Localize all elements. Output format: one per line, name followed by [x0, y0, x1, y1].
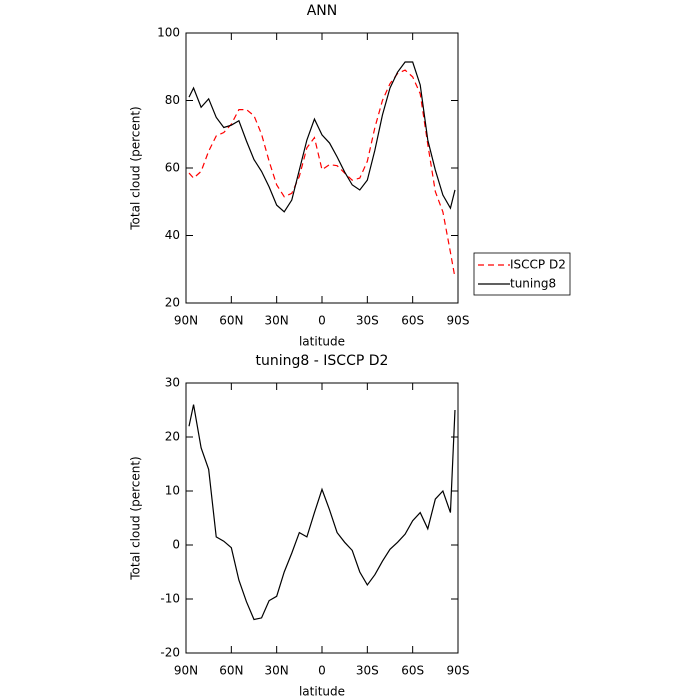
- x-axis-label: latitude: [299, 335, 345, 349]
- x-tick-label: 90S: [447, 314, 470, 328]
- x-tick-label: 30S: [356, 664, 379, 678]
- y-tick-label: -10: [160, 592, 180, 606]
- y-tick-label: 40: [165, 228, 180, 242]
- y-tick-label: 20: [165, 430, 180, 444]
- y-tick-label: -20: [160, 646, 180, 660]
- y-axis-label: Total cloud (percent): [129, 106, 143, 230]
- y-axis-label: Total cloud (percent): [129, 456, 143, 580]
- chart-title: ANN: [307, 3, 338, 19]
- x-tick-label: 60N: [219, 664, 243, 678]
- data-line: [188, 61, 456, 213]
- legend-label: tuning8: [510, 277, 556, 291]
- x-tick-label: 90N: [174, 314, 198, 328]
- x-tick-label: 60S: [401, 314, 424, 328]
- data-line: [188, 404, 456, 621]
- y-tick-label: 30: [165, 376, 180, 390]
- x-tick-label: 0: [318, 314, 326, 328]
- y-tick-label: 100: [157, 26, 180, 40]
- x-axis-label: latitude: [299, 685, 345, 699]
- x-tick-label: 30N: [265, 664, 289, 678]
- y-tick-label: 80: [165, 93, 180, 107]
- x-tick-label: 0: [318, 664, 326, 678]
- x-tick-label: 60N: [219, 314, 243, 328]
- data-line: [188, 69, 456, 278]
- chart-title: tuning8 - ISCCP D2: [256, 353, 389, 369]
- x-tick-label: 90S: [447, 664, 470, 678]
- x-tick-label: 90N: [174, 664, 198, 678]
- legend-box: [473, 252, 571, 296]
- y-tick-label: 0: [172, 538, 180, 552]
- y-tick-label: 20: [165, 296, 180, 310]
- legend-label: ISCCP D2: [510, 258, 566, 272]
- x-tick-label: 30S: [356, 314, 379, 328]
- x-tick-label: 60S: [401, 664, 424, 678]
- y-tick-label: 10: [165, 484, 180, 498]
- y-tick-label: 60: [165, 161, 180, 175]
- x-tick-label: 30N: [265, 314, 289, 328]
- plot-frame: [185, 382, 459, 654]
